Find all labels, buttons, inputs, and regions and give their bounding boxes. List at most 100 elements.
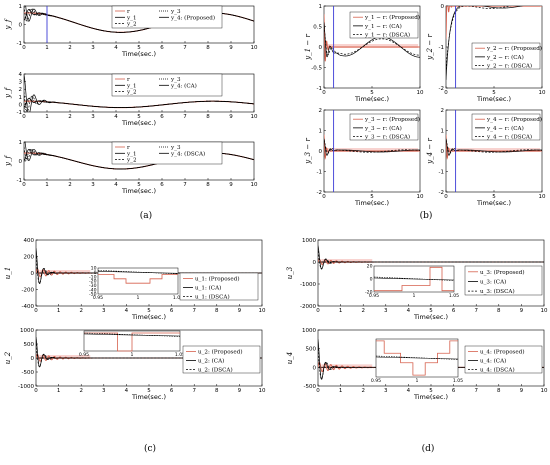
legend-label: u_1: (DSCA) <box>195 293 230 300</box>
legend-b4: y_4 − r: (Proposed) y_4 − r: (CA) y_4 − r:… <box>471 113 542 141</box>
x-tick-label: 2 <box>361 388 365 394</box>
series-group <box>446 110 542 192</box>
x-tick-label: 6 <box>452 388 456 394</box>
legend-c1: u_1: (Proposed) u_1: (CA) u_1: (DSCA) <box>179 272 259 300</box>
x-axis-label: Time(sec.) <box>131 313 166 321</box>
x-axis-label: Time(sec.) <box>413 393 448 401</box>
x-tick-label: 3 <box>384 388 388 394</box>
x-tick-label: 10 <box>251 182 258 188</box>
y-axis-label: y_2 − r <box>426 34 434 61</box>
inset-x-tick-label: 1.05 <box>449 293 459 299</box>
x-tick-label: 8 <box>206 114 210 120</box>
inset-y-tick-label: -10 <box>89 274 97 280</box>
inset-x-tick-label: 1 <box>131 352 134 358</box>
series-line-0 <box>324 14 420 62</box>
y-tick-label: 500 <box>306 347 317 353</box>
x-tick-label: 0 <box>322 90 326 96</box>
legend-label: y_2 − r: (DSCA) <box>486 63 532 70</box>
legend-label: y_4 − r: (DSCA) <box>486 134 532 141</box>
x-axis-label: Time(sec.) <box>413 313 448 321</box>
y-tick-label: 1 <box>19 140 23 146</box>
x-tick-label: 5 <box>147 388 151 394</box>
inset-y-tick-label: -40 <box>89 287 97 293</box>
subfigure-caption: (c) <box>144 443 156 454</box>
x-tick-label: 5 <box>137 114 141 120</box>
y-tick-label: 1000 <box>302 328 316 334</box>
y-axis-label: y_f <box>4 18 12 30</box>
x-tick-label: 5 <box>137 45 141 51</box>
y-tick-label: 0 <box>313 365 317 371</box>
x-tick-label: 4 <box>407 388 411 394</box>
x-tick-label: 9 <box>229 114 233 120</box>
inset-series-proposed <box>376 340 458 376</box>
x-tick-label: 8 <box>215 308 219 314</box>
legend-label: u_1: (Proposed) <box>195 275 240 282</box>
y-tick-label: 1 <box>319 129 323 135</box>
legend-label: y_3 − r: (CA) <box>364 125 402 132</box>
legend-a2: ry_1y_2 y_3y_4: (CA) <box>111 73 223 97</box>
x-tick-label: 9 <box>520 308 524 314</box>
x-tick-label: 10 <box>539 90 546 96</box>
legend-label: y_1 − r: (Proposed) <box>364 14 420 21</box>
x-tick-label: 1 <box>45 182 49 188</box>
x-axis-label: Time(sec.) <box>354 95 389 103</box>
legend-label: u_3: (CA) <box>480 278 506 285</box>
y-tick-label: 0 <box>19 159 23 165</box>
inset-series-dsca <box>375 355 459 360</box>
y-tick-label: 0 <box>441 149 445 155</box>
x-tick-label: 7 <box>192 308 196 314</box>
legend-label: y_1 <box>126 15 137 21</box>
series-line-1 <box>446 6 524 80</box>
legend-label: u_4: (Proposed) <box>480 348 525 355</box>
subfigure-caption: (a) <box>140 210 152 221</box>
y-tick-label: 0 <box>319 45 323 51</box>
error-band <box>39 355 91 359</box>
legend-label: y_2 <box>126 22 137 28</box>
y-tick-label: -500 <box>304 384 317 390</box>
error-band <box>447 6 541 7</box>
series-line-0 <box>446 134 542 160</box>
legend-b2: y_2 − r: (Proposed) y_2 − r: (CA) y_2 − r:… <box>471 42 542 70</box>
x-tick-label: 2 <box>68 114 72 120</box>
legend-d1: u_3: (Proposed) u_3: (CA) u_3: (DSCA) <box>464 265 543 296</box>
legend-label: y_1 <box>126 83 137 89</box>
x-tick-label: 4 <box>125 308 129 314</box>
y-tick-label: -2 <box>439 190 444 196</box>
legend-label: r <box>127 145 130 151</box>
legend-b3: y_3 − r: (Proposed) y_3 − r: (CA) y_3 − r:… <box>349 113 420 141</box>
legend-box <box>464 345 543 374</box>
x-tick-label: 3 <box>102 388 106 394</box>
x-tick-label: 0 <box>22 45 26 51</box>
x-tick-label: 0 <box>34 308 38 314</box>
y-tick-label: 1 <box>19 95 23 101</box>
y-tick-label: -1 <box>17 110 22 116</box>
error-band <box>325 148 419 152</box>
series-group <box>324 110 420 192</box>
plot-b1: 0 5 10 -1 -0.5 0 0.5 1 Time(sec.) y_1 − r y_1 − r:… <box>304 4 424 103</box>
x-tick-label: 0 <box>22 114 26 120</box>
subfigure-caption: (b) <box>420 210 433 221</box>
y-tick-label: -500 <box>22 370 35 376</box>
y-axis-label: u_4 <box>286 352 294 364</box>
inset-d1: 0.95 1 1.05 -20 0 20 <box>365 264 459 299</box>
y-tick-label: 0 <box>19 102 23 108</box>
legend-label: u_1: (CA) <box>195 284 221 291</box>
y-tick-label: 0 <box>319 149 323 155</box>
y-tick-label: -400 <box>22 304 35 310</box>
y-tick-label: 200 <box>24 255 35 261</box>
x-tick-label: 6 <box>170 388 174 394</box>
legend-label: y_3 <box>170 77 181 83</box>
plot-a3: 0 1 2 3 4 5 6 7 8 9 10-101Time(sec.)y_fry_1y_2y_3y… <box>4 140 258 195</box>
legend-label: y_2 <box>126 90 137 96</box>
inset-y-tick-label: 0 <box>94 270 97 276</box>
plot-a2: 0 1 2 3 4 5 6 7 8 9 10-101234Time(sec.)y_fry_1y_2y… <box>4 72 258 127</box>
series-line-2 <box>446 6 512 70</box>
series-line-2 <box>318 251 544 270</box>
x-tick-label: 5 <box>147 308 151 314</box>
x-tick-label: 2 <box>68 45 72 51</box>
y-axis-label: y_4 − r <box>426 138 434 165</box>
legend-label: u_3: (Proposed) <box>480 269 525 276</box>
legend-label: y_3 <box>170 145 181 151</box>
x-tick-label: 9 <box>520 388 524 394</box>
x-tick-label: 5 <box>137 182 141 188</box>
